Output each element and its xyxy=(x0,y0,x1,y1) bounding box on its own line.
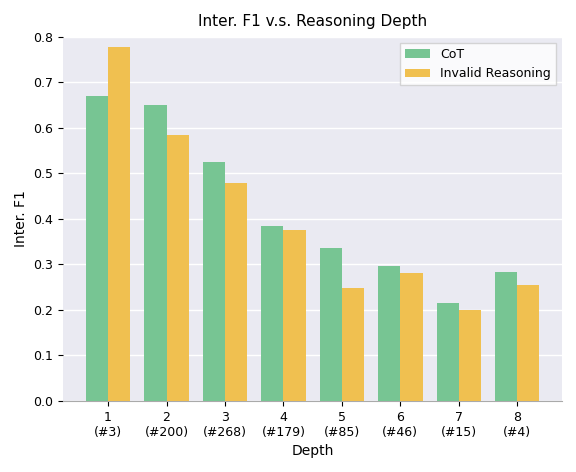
Bar xyxy=(166,135,189,401)
Legend: CoT, Invalid Reasoning: CoT, Invalid Reasoning xyxy=(400,43,556,85)
X-axis label: Depth: Depth xyxy=(291,444,334,458)
Bar xyxy=(283,230,306,401)
Bar xyxy=(261,226,283,401)
Bar xyxy=(495,272,517,401)
Y-axis label: Inter. F1: Inter. F1 xyxy=(14,191,28,247)
Bar xyxy=(400,273,423,401)
Bar xyxy=(145,105,166,401)
Bar xyxy=(458,310,481,401)
Bar xyxy=(342,288,364,401)
Bar xyxy=(378,266,400,401)
Bar xyxy=(225,183,247,401)
Bar xyxy=(108,47,130,401)
Bar xyxy=(203,162,225,401)
Bar xyxy=(320,248,342,401)
Bar xyxy=(86,96,108,401)
Title: Inter. F1 v.s. Reasoning Depth: Inter. F1 v.s. Reasoning Depth xyxy=(198,14,427,29)
Bar xyxy=(517,285,540,401)
Bar xyxy=(437,303,458,401)
